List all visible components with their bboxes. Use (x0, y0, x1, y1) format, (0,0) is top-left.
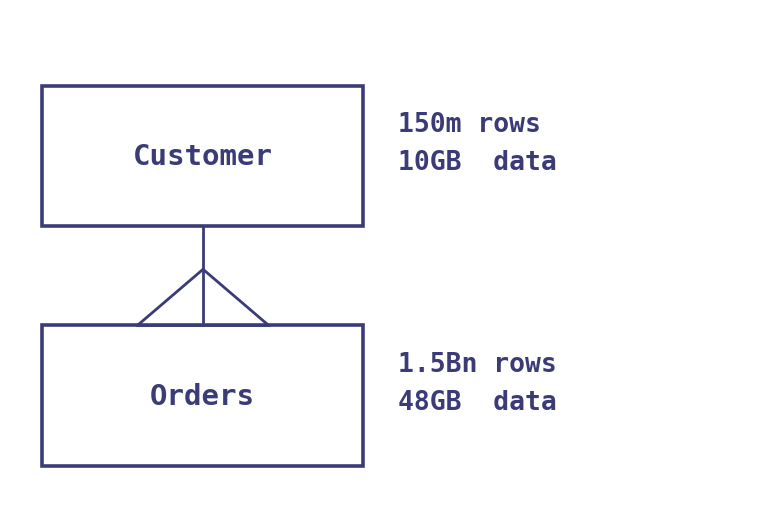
Bar (42, 87, 363, 227)
Text: 48GB  data: 48GB data (398, 389, 557, 415)
Text: Customer: Customer (133, 143, 273, 171)
Bar (42, 326, 363, 466)
Text: 150m rows: 150m rows (398, 112, 540, 137)
Text: 1.5Bn rows: 1.5Bn rows (398, 351, 557, 377)
Text: 10GB  data: 10GB data (398, 150, 557, 176)
Text: Orders: Orders (150, 382, 256, 410)
